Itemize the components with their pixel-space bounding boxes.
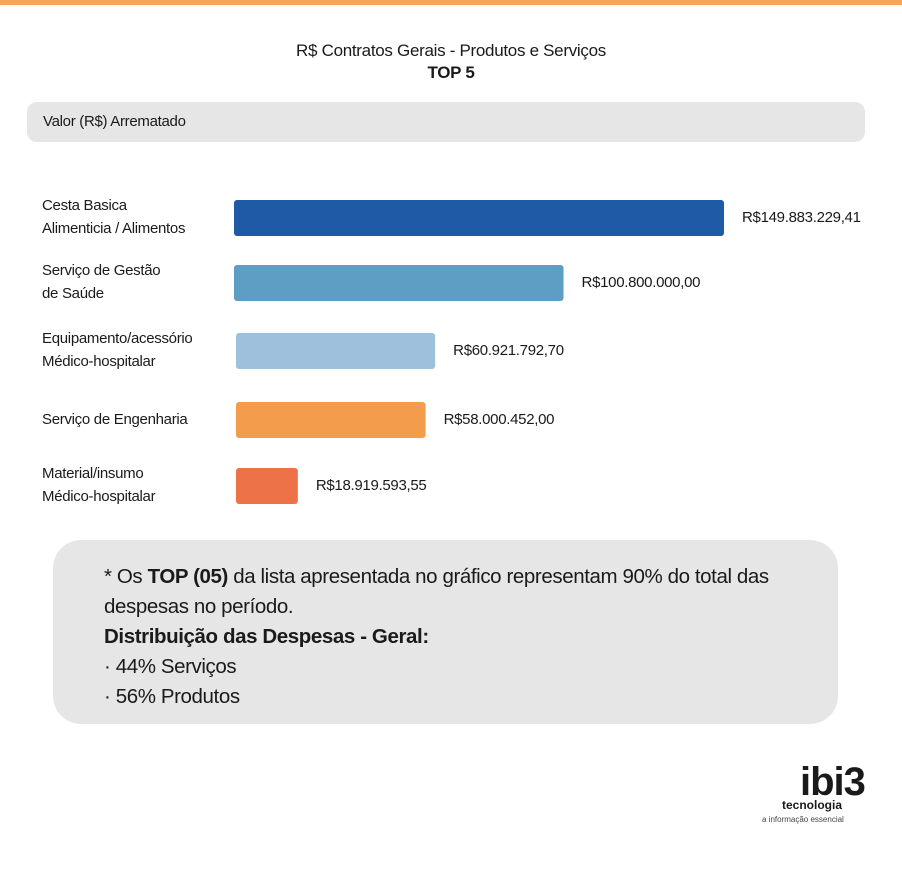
- category-label-3-line-1: Equipamento/acessório: [42, 330, 193, 347]
- category-label-4-line-1: Serviço de Engenharia: [42, 410, 188, 428]
- bar-chart: [234, 200, 724, 504]
- ibi3-logo: ibi3 tecnologia a informação essencial: [760, 760, 880, 830]
- chart-title-line2: TOP 5: [427, 63, 475, 82]
- bar-3: [236, 333, 436, 369]
- note-line1-prefix: * Os: [104, 565, 148, 588]
- value-label-4: R$58.000.452,00: [443, 411, 555, 428]
- logo-subtitle: tecnologia: [782, 798, 843, 812]
- legend-bar: Valor (R$) Arrematado: [27, 102, 865, 142]
- bar-1: [234, 200, 724, 236]
- top-accent-rule: [0, 0, 902, 5]
- bar-5: [236, 468, 298, 504]
- chart-title-line1: R$ Contratos Gerais - Produtos e Serviço…: [296, 41, 606, 60]
- note-heading-bold: Distribuição das Despesas - Geral:: [104, 625, 429, 648]
- bar-2: [234, 265, 564, 301]
- bar-4: [236, 402, 426, 438]
- note-line1-bold: TOP (05): [147, 565, 229, 588]
- logo-brand-prefix: ibi: [800, 760, 845, 804]
- category-label-4: Serviço de Engenharia: [42, 408, 188, 431]
- category-label-2-line-2: de Saúde: [42, 285, 104, 302]
- note-line1-suffix: da lista apresentada no gráfico represen…: [227, 565, 769, 588]
- note-text: * Os TOP (05) da lista apresentada no gr…: [104, 562, 824, 712]
- note-heading: Distribuição das Despesas - Geral:: [104, 622, 824, 652]
- category-label-5-line-1: Material/insumo: [42, 465, 144, 482]
- category-label-1-line-2: Alimenticia / Alimentos: [42, 220, 186, 237]
- logo-brand-suffix: 3: [843, 760, 866, 804]
- category-label-5-line-2: Médico-hospitalar: [42, 488, 156, 505]
- category-label-1-line-1: Cesta Basica: [42, 197, 127, 214]
- note-line2: despesas no período.: [104, 595, 294, 618]
- legend-label: Valor (R$) Arrematado: [43, 113, 186, 130]
- note-bullet-services: · 44% Serviços: [104, 655, 237, 678]
- logo-wordmark: ibi3: [800, 760, 866, 804]
- category-label-2: Serviço de Gestão de Saúde: [42, 259, 161, 305]
- value-label-5: R$18.919.593,55: [315, 477, 427, 494]
- category-label-3-line-2: Médico-hospitalar: [42, 353, 156, 370]
- note-line1: * Os TOP (05) da lista apresentada no gr…: [104, 562, 824, 592]
- note-box: * Os TOP (05) da lista apresentada no gr…: [53, 540, 838, 724]
- category-label-1: Cesta Basica Alimenticia / Alimentos: [42, 194, 185, 240]
- category-label-2-line-1: Serviço de Gestão: [42, 262, 161, 279]
- category-label-5: Material/insumo Médico-hospitalar: [42, 462, 156, 508]
- logo-tagline: a informação essencial: [762, 815, 844, 824]
- note-bullet-products: · 56% Produtos: [104, 685, 240, 708]
- value-label-2: R$100.800.000,00: [581, 274, 701, 291]
- chart-title: R$ Contratos Gerais - Produtos e Serviço…: [0, 40, 902, 84]
- category-label-3: Equipamento/acessório Médico-hospitalar: [42, 327, 193, 373]
- value-label-3: R$60.921.792,70: [453, 342, 564, 359]
- value-label-1: R$149.883.229,41: [742, 209, 861, 226]
